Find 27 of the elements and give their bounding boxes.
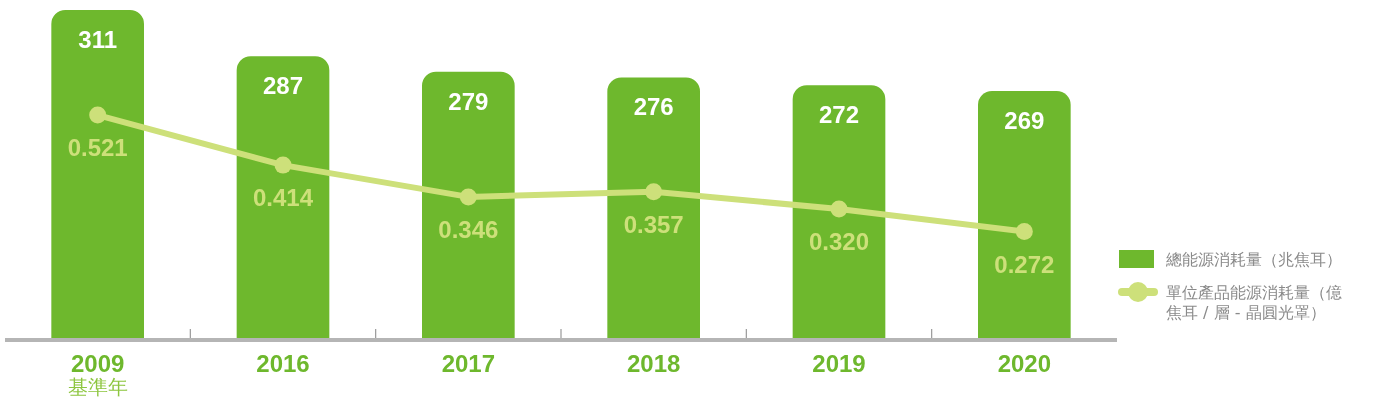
x-tick-label: 2020 — [997, 350, 1052, 377]
data-label: 279 — [448, 87, 489, 115]
point — [274, 156, 292, 174]
data-label: 0.357 — [623, 210, 684, 238]
point — [645, 183, 663, 201]
x-tick-label: 2019 — [812, 350, 866, 377]
data-label: 272 — [818, 101, 860, 129]
data-label: 0.272 — [994, 250, 1055, 278]
text: 基準年 — [67, 375, 128, 399]
point — [1015, 223, 1033, 241]
data-label: 276 — [633, 93, 674, 121]
data-label: 287 — [262, 72, 304, 100]
point — [459, 188, 477, 206]
x-tick-label: 2017 — [441, 350, 496, 377]
legend-label: 總能源消耗量（兆焦耳） — [1165, 250, 1342, 269]
data-label: 311 — [78, 25, 118, 53]
x-tick-label: 2009 — [70, 350, 125, 377]
data-label: 0.414 — [252, 184, 314, 212]
x-tick-label: 2018 — [626, 350, 681, 377]
point — [830, 200, 848, 218]
point — [89, 106, 107, 124]
data-label: 0.521 — [67, 134, 128, 162]
data-label: 0.320 — [808, 228, 870, 256]
data-label: 0.346 — [438, 215, 499, 243]
legend-label: 單位產品能源消耗量（億焦耳 / 層 - 晶圓光罩） — [1166, 283, 1342, 322]
data-label: 269 — [1004, 107, 1045, 134]
x-tick-label: 2016 — [256, 350, 310, 377]
